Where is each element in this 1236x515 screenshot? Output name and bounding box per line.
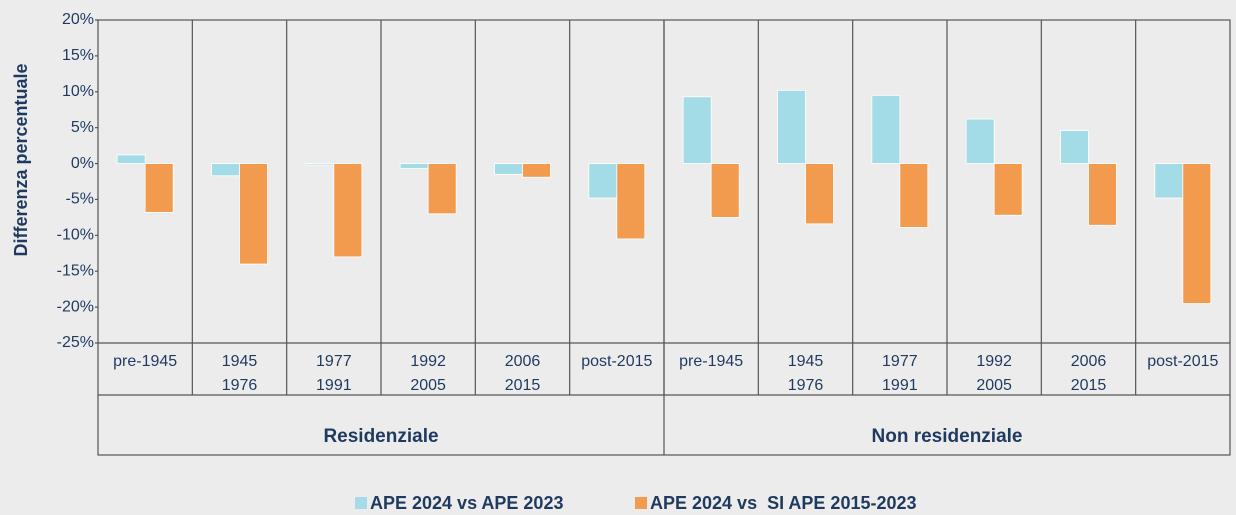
bar <box>777 89 806 164</box>
bar <box>1060 130 1089 164</box>
group-label: Non residenziale <box>872 426 1023 447</box>
y-tick-label: 0% <box>71 155 94 172</box>
bar <box>211 163 240 177</box>
x-tick-label: 1945 <box>788 353 824 370</box>
bar <box>616 163 646 240</box>
bar <box>427 163 457 215</box>
bar <box>805 163 834 225</box>
legend-label: APE 2024 vs APE 2023 <box>370 493 563 513</box>
x-tick-label: 1992 <box>410 353 446 370</box>
y-tick-label: -25% <box>57 334 94 351</box>
group-label: Residenziale <box>323 426 438 447</box>
bar <box>144 163 174 213</box>
x-tick-label: post-2015 <box>1147 353 1218 370</box>
bar <box>522 163 551 178</box>
y-tick-label: 20% <box>62 11 94 28</box>
x-tick-label: 1991 <box>882 377 918 394</box>
bar <box>494 163 523 175</box>
y-tick-label: 15% <box>62 47 94 64</box>
bar <box>1088 163 1117 226</box>
bar <box>116 154 146 164</box>
legend-swatch <box>635 497 647 509</box>
y-tick-label: -20% <box>57 298 94 315</box>
y-axis-label: Differenza percentuale <box>11 63 31 256</box>
y-tick-label: -5% <box>66 191 94 208</box>
x-tick-label: 2006 <box>505 353 541 370</box>
y-tick-label: -10% <box>57 227 94 244</box>
x-tick-label: 2015 <box>505 377 541 394</box>
x-tick-label: 1977 <box>316 353 352 370</box>
x-tick-label: 1991 <box>316 377 352 394</box>
legend-swatch <box>355 497 367 509</box>
bar <box>1182 163 1212 304</box>
bar <box>871 94 901 164</box>
x-tick-label: 1977 <box>882 353 918 370</box>
x-tick-label: pre-1945 <box>113 353 177 370</box>
bar <box>993 163 1023 216</box>
x-tick-label: post-2015 <box>581 353 652 370</box>
x-tick-label: 2015 <box>1071 377 1107 394</box>
x-tick-label: 1976 <box>788 377 824 394</box>
y-tick-label: 10% <box>62 83 94 100</box>
bar <box>710 163 740 218</box>
x-tick-label: 1976 <box>222 377 258 394</box>
legend-label: APE 2024 vs SI APE 2015-2023 <box>650 493 917 513</box>
y-tick-label: -15% <box>57 262 94 279</box>
bar <box>899 163 929 228</box>
bar <box>239 163 268 265</box>
bar <box>305 163 335 166</box>
bar <box>399 163 429 169</box>
x-tick-label: pre-1945 <box>679 353 743 370</box>
x-tick-label: 2005 <box>410 377 446 394</box>
x-tick-label: 1945 <box>222 353 258 370</box>
bar <box>588 163 618 199</box>
x-tick-label: 2006 <box>1071 353 1107 370</box>
bar <box>333 163 363 258</box>
bar <box>682 96 712 164</box>
y-tick-label: 5% <box>71 119 94 136</box>
bar <box>965 118 995 164</box>
x-tick-label: 2005 <box>976 377 1012 394</box>
bar <box>1154 163 1184 199</box>
x-tick-label: 1992 <box>976 353 1012 370</box>
